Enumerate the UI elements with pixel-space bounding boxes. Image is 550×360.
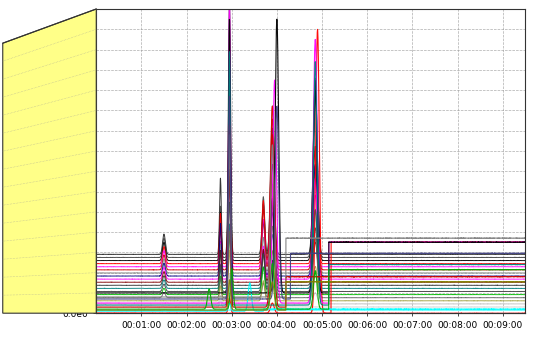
Polygon shape xyxy=(3,9,96,313)
